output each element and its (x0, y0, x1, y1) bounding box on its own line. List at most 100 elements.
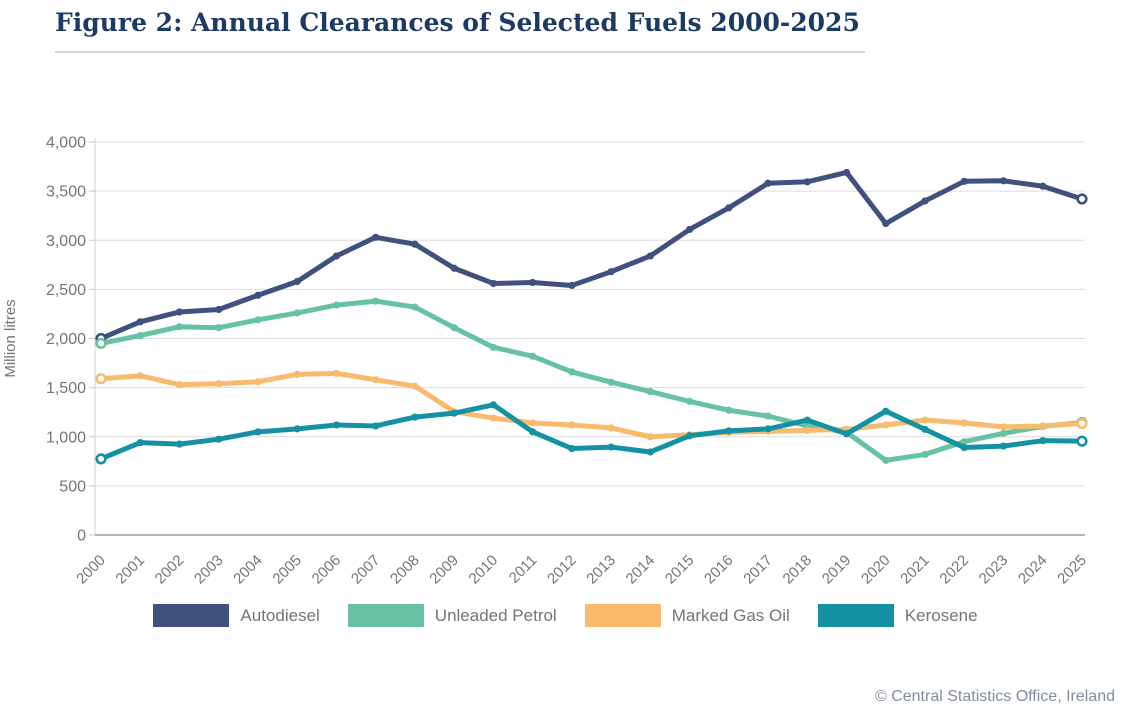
data-point-unleaded-petrol (568, 368, 576, 376)
data-point-unleaded-petrol (136, 331, 144, 340)
data-point-kerosene (686, 432, 694, 440)
data-point-kerosene (529, 428, 537, 436)
data-point-marked-gas-oil (175, 381, 184, 389)
data-point-autodiesel (607, 268, 615, 276)
data-point-marked-gas-oil (568, 421, 576, 429)
x-tick-label: 2022 (936, 552, 972, 588)
chart-legend: Autodiesel Unleaded Petrol Marked Gas Oil K… (0, 604, 1131, 627)
data-point-unleaded-petrol (960, 438, 968, 446)
data-point-marked-gas-oil (960, 419, 968, 427)
legend-swatch-marked-gas-oil (584, 604, 661, 627)
data-point-autodiesel (293, 277, 301, 286)
data-point-marked-gas-oil (803, 426, 811, 434)
x-tick-label: 2011 (506, 552, 541, 587)
data-point-autodiesel (764, 179, 772, 187)
data-point-autodiesel (1076, 193, 1088, 205)
data-point-kerosene (725, 427, 733, 435)
x-tick-label: 2006 (309, 552, 345, 588)
x-tick-label: 2013 (583, 552, 619, 588)
data-point-marked-gas-oil (921, 416, 929, 424)
data-point-autodiesel (136, 318, 144, 326)
data-point-unleaded-petrol (764, 412, 772, 420)
data-point-autodiesel (254, 291, 262, 299)
y-tick-marks (89, 141, 95, 536)
data-point-kerosene (489, 401, 497, 409)
y-gridlines (95, 141, 1085, 487)
x-tick-label: 2021 (897, 552, 933, 588)
data-point-kerosene (136, 439, 144, 447)
data-point-kerosene (95, 453, 107, 465)
data-point-marked-gas-oil (999, 423, 1008, 431)
x-tick-label: 2025 (1054, 552, 1090, 588)
x-axis-labels: 2000 2001 2002 2003 2004 2005 2006 2007 2008 2009… (73, 552, 1090, 588)
y-tick-label: 1,500 (46, 380, 86, 397)
x-tick-label: 2005 (269, 552, 305, 588)
data-point-kerosene (999, 442, 1008, 450)
x-tick-label: 2018 (780, 552, 816, 588)
y-tick-label: 3,000 (46, 233, 86, 250)
data-point-kerosene (1076, 435, 1088, 447)
x-tick-label: 2014 (623, 552, 659, 588)
data-point-kerosene (215, 435, 223, 443)
legend-item-marked-gas-oil[interactable]: Marked Gas Oil (584, 604, 790, 627)
series-autodiesel (95, 168, 1088, 345)
data-point-marked-gas-oil (607, 424, 615, 432)
data-point-marked-gas-oil (411, 382, 419, 390)
legend-label-unleaded-petrol: Unleaded Petrol (434, 605, 557, 625)
data-point-kerosene (568, 444, 576, 453)
data-point-unleaded-petrol (411, 303, 419, 311)
data-point-autodiesel (842, 168, 851, 177)
data-point-marked-gas-oil (1076, 417, 1088, 430)
data-point-autodiesel (529, 278, 537, 287)
data-point-unleaded-petrol (686, 397, 694, 405)
copyright-notice: © Central Statistics Office, Ireland (874, 688, 1115, 705)
x-tick-label: 2019 (819, 552, 855, 588)
y-tick-label: 2,000 (46, 331, 86, 348)
data-point-autodiesel (332, 252, 341, 260)
data-point-kerosene (411, 413, 419, 421)
data-point-autodiesel (175, 308, 184, 316)
data-point-unleaded-petrol (882, 456, 890, 464)
data-point-autodiesel (960, 177, 968, 185)
legend-swatch-kerosene (817, 604, 894, 627)
legend-item-autodiesel[interactable]: Autodiesel (153, 604, 320, 627)
title-underline (55, 51, 865, 53)
data-point-autodiesel (215, 305, 223, 314)
data-point-autodiesel (686, 225, 694, 234)
x-tick-label: 2003 (191, 552, 227, 588)
data-point-unleaded-petrol (95, 337, 107, 350)
data-point-kerosene (764, 425, 772, 433)
data-point-kerosene (332, 421, 341, 429)
y-tick-label: 3,500 (46, 184, 86, 201)
data-point-marked-gas-oil (489, 414, 497, 422)
fuel-clearances-line-chart: 0 500 1,000 1,500 2,000 2,500 3,000 3,500 4,000 2… (2, 135, 1090, 588)
data-point-kerosene (1039, 437, 1047, 445)
x-tick-label: 2015 (662, 552, 698, 588)
data-point-autodiesel (411, 240, 419, 248)
data-point-marked-gas-oil (254, 378, 262, 386)
y-tick-label: 2,500 (46, 282, 86, 299)
data-point-autodiesel (921, 197, 929, 205)
figure-title: Figure 2: Annual Clearances of Selected … (55, 8, 860, 37)
data-point-kerosene (254, 428, 262, 436)
data-point-marked-gas-oil (215, 380, 223, 388)
x-tick-label: 2009 (426, 552, 462, 588)
data-point-kerosene (960, 443, 968, 452)
data-point-unleaded-petrol (529, 352, 537, 360)
data-point-kerosene (175, 440, 184, 448)
x-tick-label: 2008 (387, 552, 423, 588)
data-point-marked-gas-oil (1039, 422, 1047, 430)
x-tick-label: 2002 (152, 552, 188, 588)
data-point-unleaded-petrol (921, 450, 929, 459)
data-point-unleaded-petrol (293, 309, 301, 317)
legend-item-unleaded-petrol[interactable]: Unleaded Petrol (347, 604, 557, 627)
data-point-unleaded-petrol (372, 297, 380, 305)
x-tick-label: 2007 (348, 552, 384, 588)
data-point-autodiesel (646, 252, 654, 260)
data-point-unleaded-petrol (607, 378, 615, 386)
x-tick-label: 2020 (858, 552, 894, 588)
x-tick-label: 2001 (112, 552, 148, 588)
data-point-kerosene (921, 425, 929, 433)
legend-item-kerosene[interactable]: Kerosene (817, 604, 978, 627)
data-point-autodiesel (450, 264, 458, 272)
